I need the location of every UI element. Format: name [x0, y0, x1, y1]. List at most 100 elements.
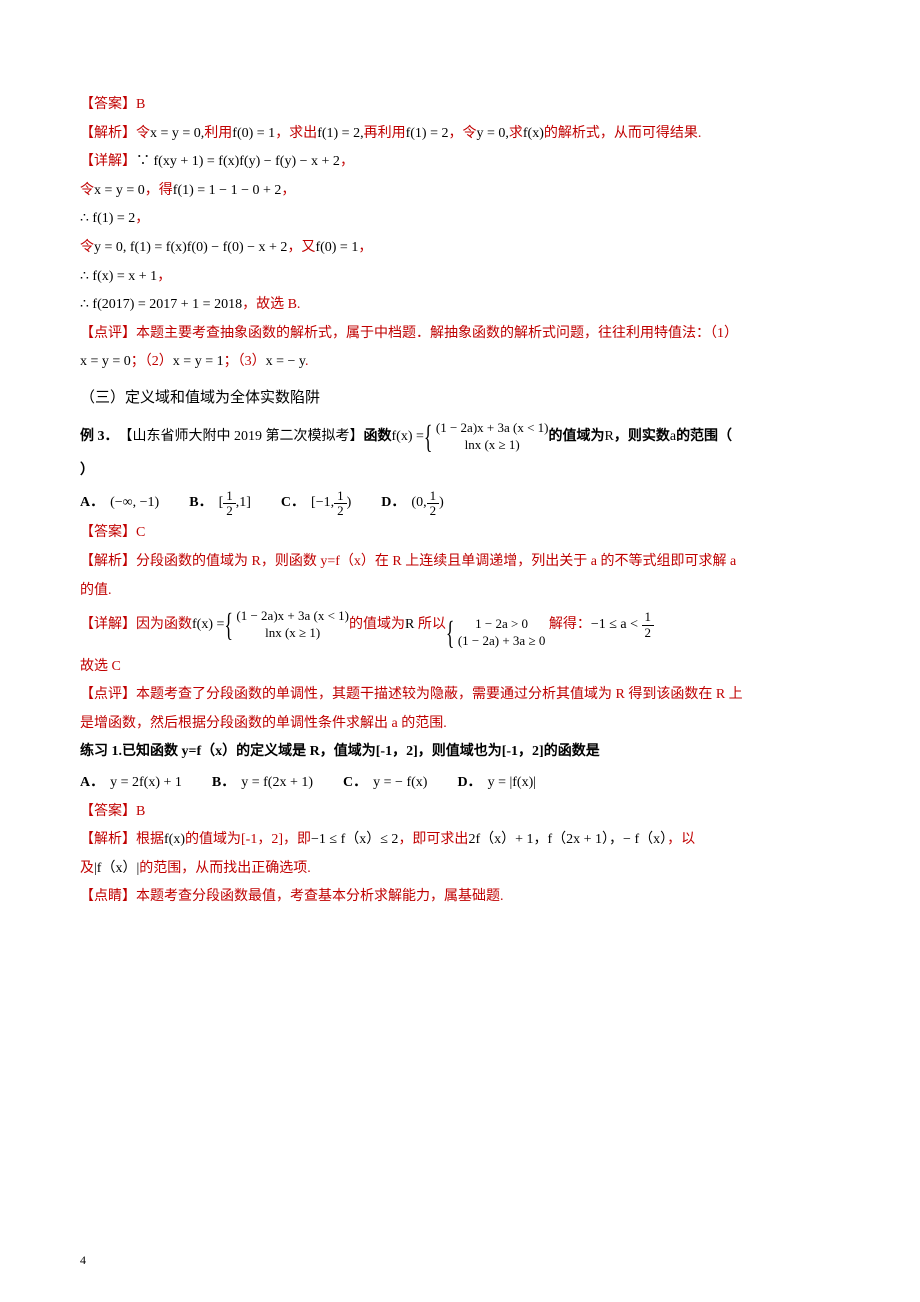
detail-label: 【详解】: [80, 612, 136, 639]
choice-val: (−∞, −1): [110, 495, 159, 510]
section-heading: （三）定义域和值域为全体实数陷阱: [80, 384, 840, 413]
t: 分段函数的值域为 R，则函数 y=f（x）在 R 上连续且单调递增，列出关于 a…: [136, 554, 736, 569]
stem-label: 例 3．: [80, 424, 119, 451]
formula: x = y = 1: [173, 354, 224, 369]
detail-line: 故选 C: [80, 654, 840, 681]
den: 2: [427, 504, 440, 518]
choice-val: y = − f(x): [373, 775, 427, 790]
detail-line: ∴ f(1) = 2，: [80, 206, 840, 233]
detail-label: 【详解】: [80, 154, 136, 169]
t: 的解析式，从而可得结果.: [544, 126, 702, 141]
choice-label: D．: [457, 775, 481, 790]
t: 根据: [136, 832, 164, 847]
t: .: [305, 354, 309, 369]
piecewise-formula: f(x) = (1 − 2a)x + 3a (x < 1) lnx (x ≥ 1…: [192, 608, 349, 642]
sys-row: (1 − 2a) + 3a ≥ 0: [458, 633, 546, 650]
piecewise: (1 − 2a)x + 3a (x < 1) lnx (x ≥ 1): [424, 420, 549, 454]
t: ，: [157, 269, 171, 284]
fx: f(x) =: [392, 424, 424, 451]
choice-a: A．y = 2f(x) + 1: [80, 770, 182, 797]
answer-label: 【答案】: [80, 804, 136, 819]
t: 函数: [364, 424, 392, 451]
br: [−1,: [311, 490, 334, 517]
detail-line: 【详解】因为函数 f(x) = (1 − 2a)x + 3a (x < 1) l…: [80, 608, 414, 642]
choice-val: y = f(2x + 1): [241, 775, 313, 790]
formula: f(x): [523, 126, 544, 141]
result: −1 ≤ a < 12: [591, 610, 654, 640]
formula: f(x): [164, 832, 185, 847]
choice-b: B． y = f(2x + 1): [212, 770, 313, 797]
t: 再利用: [364, 126, 406, 141]
answer-line: 【答案】B: [80, 92, 840, 119]
system: 1 − 2a > 0 (1 − 2a) + 3a ≥ 0: [446, 616, 546, 650]
br: ): [439, 490, 444, 517]
t: 令: [80, 240, 94, 255]
stem-text: 已知函数 y=f（x）的定义域是 R，值域为[-1，2]，则值域也为[-1，2]…: [122, 744, 600, 759]
formula: ∴ f(2017) = 2017 + 1 = 2018: [80, 297, 242, 312]
choice-label: B．: [189, 490, 212, 517]
t: 令: [136, 126, 150, 141]
formula: y = 0, f(1) = f(x)f(0) − f(0) − x + 2: [94, 240, 287, 255]
piecewise: (1 − 2a)x + 3a (x < 1) lnx (x ≥ 1): [224, 608, 349, 642]
t: 因为函数: [136, 612, 192, 639]
num: 1: [334, 489, 347, 504]
analysis-label: 【解析】: [80, 832, 136, 847]
comment-label: 【点睛】: [80, 889, 136, 904]
num: 1: [223, 489, 236, 504]
pw-row: (1 − 2a)x + 3a (x < 1): [436, 420, 549, 437]
choice-label: B．: [212, 775, 235, 790]
detail-line: 所以 1 − 2a > 0 (1 − 2a) + 3a ≥ 0: [418, 612, 546, 650]
choice-val: y = |f(x)|: [488, 775, 537, 790]
choice-c: C． y = − f(x): [343, 770, 427, 797]
detail-line: 解得： −1 ≤ a < 12: [549, 610, 654, 640]
fx: f(x) =: [192, 612, 224, 639]
choice-d: D．(0,12): [381, 489, 443, 519]
analysis-line: 及|f（x）|的范围，从而找出正确选项.: [80, 856, 840, 883]
frac: 12: [642, 610, 655, 640]
formula: f(0) = 1: [315, 240, 358, 255]
stem-source: 【山东省师大附中 2019 第二次模拟考】: [119, 424, 364, 451]
formula: f(1) = 1 − 1 − 0 + 2: [173, 183, 282, 198]
answer-label: 【答案】: [80, 97, 136, 112]
formula: y = 0,: [476, 126, 508, 141]
choice-val: y = 2f(x) + 1: [110, 775, 182, 790]
answer-value: B: [136, 804, 145, 819]
t: ，即可求出: [398, 832, 468, 847]
formula: ∵ f(xy + 1) = f(x)f(y) − f(y) − x + 2: [136, 154, 340, 169]
t: 本题主要考查抽象函数的解析式，属于中档题．解抽象函数的解析式问题，往往利用特值法…: [136, 326, 738, 341]
analysis-label: 【解析】: [80, 126, 136, 141]
t: 的范围（: [676, 424, 732, 451]
detail-line: ∴ f(x) = x + 1，: [80, 264, 840, 291]
answer-line: 【答案】C: [80, 520, 840, 547]
t: 的值域为: [349, 612, 405, 639]
page-number: 4: [80, 1249, 86, 1272]
answer-value: B: [136, 97, 145, 112]
br: (0,: [411, 490, 426, 517]
t: 令: [80, 183, 94, 198]
t: 的范围，从而找出正确选项.: [139, 861, 311, 876]
pw-row: lnx (x ≥ 1): [436, 437, 549, 454]
choice-a: A．(−∞, −1): [80, 490, 159, 517]
piecewise-formula: f(x) = (1 − 2a)x + 3a (x < 1) lnx (x ≥ 1…: [392, 420, 549, 454]
formula: ∴ f(1) = 2: [80, 211, 135, 226]
comment-line: x = y = 0；（2）x = y = 1；（3）x = − y.: [80, 349, 840, 376]
analysis-line: 【解析】令x = y = 0,利用f(0) = 1，求出f(1) = 2,再利用…: [80, 121, 840, 148]
t: 的值域为[-1，2]，即: [185, 832, 311, 847]
pw-row: (1 − 2a)x + 3a (x < 1): [236, 608, 349, 625]
choice-d: D． y = |f(x)|: [457, 770, 536, 797]
frac: 12: [334, 489, 347, 519]
detail-line: ∴ f(2017) = 2017 + 1 = 2018，故选 B.: [80, 292, 840, 319]
answer-line: 【答案】B: [80, 799, 840, 826]
formula: f(1) = 2: [406, 126, 449, 141]
choice-label: C．: [343, 775, 367, 790]
t: 利用: [204, 126, 232, 141]
den: 2: [334, 504, 347, 518]
page: 【答案】B 【解析】令x = y = 0,利用f(0) = 1，求出f(1) =…: [0, 0, 920, 1302]
t: ，令: [448, 126, 476, 141]
formula: ∴ f(x) = x + 1: [80, 269, 157, 284]
br: ]: [246, 490, 251, 517]
detail-line: 令y = 0, f(1) = f(x)f(0) − f(0) − x + 2，又…: [80, 235, 840, 262]
analysis-line: 【解析】分段函数的值域为 R，则函数 y=f（x）在 R 上连续且单调递增，列出…: [80, 549, 840, 576]
formula: x = y = 0: [80, 354, 131, 369]
t: ，: [281, 183, 295, 198]
